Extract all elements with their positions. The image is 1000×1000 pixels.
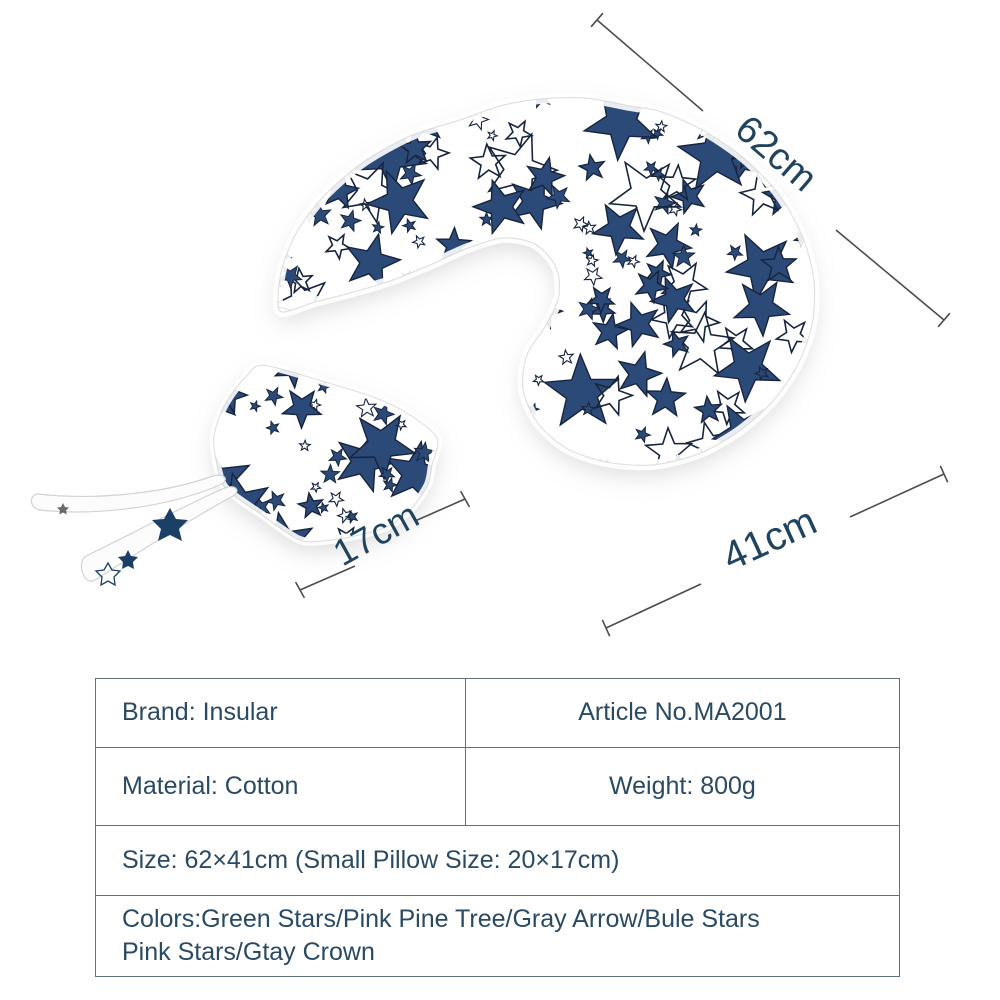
svg-text:41cm: 41cm xyxy=(716,499,823,580)
